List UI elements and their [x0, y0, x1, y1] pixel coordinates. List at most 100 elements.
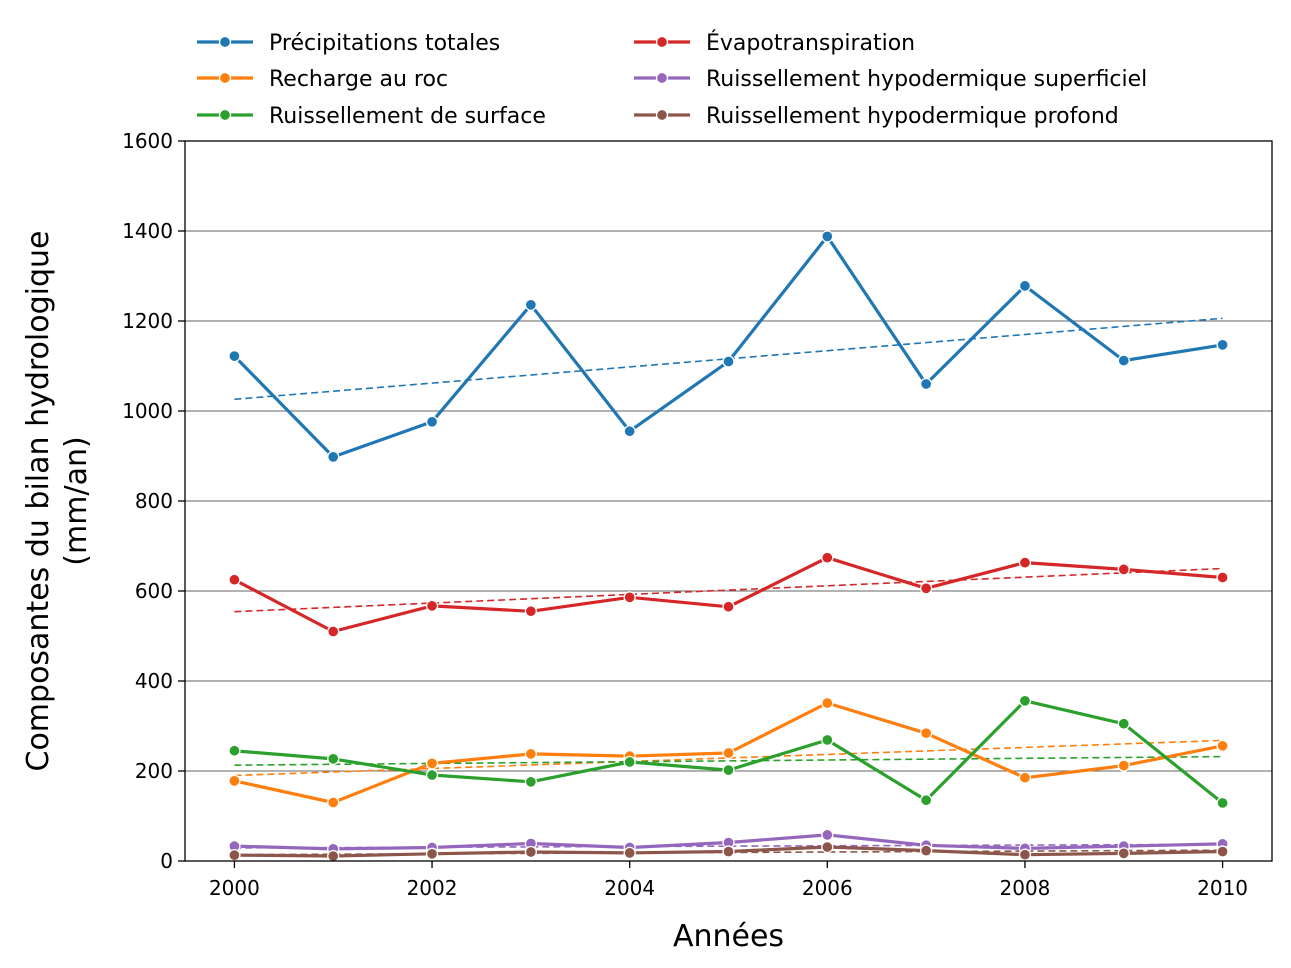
- data-point-ruissellement-hypodermique-profond-2000: [228, 849, 241, 862]
- data-point-evapotranspiration-2004: [623, 591, 636, 604]
- data-point-precipitations-totales-2009: [1117, 354, 1130, 367]
- data-point-recharge-au-roc-2001: [327, 796, 340, 809]
- data-point-ruissellement-hypodermique-profond-2003: [524, 845, 538, 859]
- legend-marker-ruissellement-de-surface: [218, 108, 232, 122]
- series-precipitations-totales: [228, 230, 1229, 464]
- data-point-ruissellement-de-surface-2000: [228, 744, 241, 757]
- data-point-ruissellement-hypodermique-profond-2008: [1018, 848, 1032, 861]
- data-point-precipitations-totales-2000: [228, 349, 241, 363]
- y-tick-label-1600: 1600: [122, 129, 173, 153]
- data-point-evapotranspiration-2006: [821, 551, 834, 564]
- legend-label-ruissellement-de-surface: Ruissellement de surface: [269, 104, 546, 129]
- series-ruissellement-hypodermique-profond: [228, 840, 1229, 863]
- data-point-recharge-au-roc-2006: [821, 696, 834, 710]
- x-tick-label-2002: 2002: [407, 876, 458, 900]
- series-line-evapotranspiration: [233, 556, 1223, 634]
- data-point-precipitations-totales-2006: [821, 230, 834, 243]
- data-point-evapotranspiration-2001: [327, 625, 340, 638]
- legend-marker-ruissellement-hypodermique-profond: [655, 108, 669, 122]
- data-point-ruissellement-hypodermique-profond-2004: [623, 846, 636, 860]
- legend-label-ruissellement-hypodermique-superficiel: Ruissellement hypodermique superficiel: [706, 67, 1147, 92]
- data-point-ruissellement-de-surface-2005: [722, 763, 735, 777]
- legend-item-ruissellement-de-surface: Ruissellement de surface: [197, 104, 546, 129]
- data-point-precipitations-totales-2005: [722, 355, 735, 368]
- data-point-evapotranspiration-2003: [524, 605, 538, 618]
- x-tick-label-2000: 2000: [209, 876, 260, 900]
- series-line-precipitations-totales: [233, 234, 1223, 459]
- data-point-recharge-au-roc-2009: [1117, 759, 1130, 772]
- data-point-recharge-au-roc-2003: [524, 747, 538, 761]
- x-tick-label-2010: 2010: [1197, 876, 1248, 900]
- y-tick-label-200: 200: [135, 759, 173, 783]
- data-point-ruissellement-de-surface-2004: [623, 755, 636, 769]
- x-tick-label-2006: 2006: [802, 876, 853, 900]
- data-point-recharge-au-roc-2005: [722, 746, 735, 760]
- y-axis-label: Composantes du bilan hydrologique (mm/an): [21, 231, 94, 772]
- y-tick-label-1200: 1200: [122, 309, 173, 333]
- y-axis-label-line-2: (mm/an): [59, 436, 94, 565]
- legend-item-recharge-au-roc: Recharge au roc: [197, 67, 448, 92]
- data-point-ruissellement-de-surface-2006: [821, 733, 834, 747]
- y-tick-label-0: 0: [160, 849, 173, 873]
- data-point-precipitations-totales-2004: [623, 425, 636, 438]
- data-point-recharge-au-roc-2010: [1216, 739, 1229, 752]
- legend-item-evapotranspiration: Évapotranspiration: [634, 30, 915, 56]
- y-axis-label-line-1: Composantes du bilan hydrologique: [21, 231, 56, 772]
- data-point-ruissellement-hypodermique-profond-2009: [1117, 847, 1130, 860]
- data-point-ruissellement-de-surface-2003: [524, 775, 538, 788]
- data-point-evapotranspiration-2009: [1117, 563, 1130, 576]
- legend-item-ruissellement-hypodermique-superficiel: Ruissellement hypodermique superficiel: [634, 67, 1147, 92]
- legend-label-recharge-au-roc: Recharge au roc: [269, 67, 448, 92]
- data-point-ruissellement-hypodermique-profond-2010: [1216, 845, 1229, 858]
- axis-ticks: 0 200 400 600 800 1000 1200 1400 1600 2000 2002 200…: [122, 129, 1248, 900]
- data-point-recharge-au-roc-2007: [919, 727, 933, 740]
- data-point-precipitations-totales-2002: [425, 415, 439, 428]
- data-point-evapotranspiration-2000: [228, 573, 241, 586]
- data-point-ruissellement-de-surface-2009: [1117, 717, 1130, 730]
- data-point-evapotranspiration-2005: [722, 600, 735, 613]
- x-tick-label-2004: 2004: [604, 876, 655, 900]
- y-tick-label-400: 400: [135, 669, 173, 693]
- legend-item-precipitations-totales: Précipitations totales: [197, 31, 500, 56]
- data-point-evapotranspiration-2008: [1018, 556, 1032, 569]
- data-point-ruissellement-hypodermique-profond-2006: [821, 840, 834, 854]
- series-recharge-au-roc: [228, 696, 1229, 809]
- data-point-evapotranspiration-2010: [1216, 571, 1229, 584]
- data-point-ruissellement-de-surface-2002: [425, 768, 439, 782]
- legend-label-precipitations-totales: Précipitations totales: [269, 31, 500, 56]
- legend-marker-ruissellement-hypodermique-superficiel: [655, 71, 669, 85]
- data-point-precipitations-totales-2008: [1018, 279, 1032, 293]
- legend-label-evapotranspiration: Évapotranspiration: [706, 30, 915, 56]
- legend: Précipitations totales Recharge au roc Rui…: [197, 30, 1147, 129]
- legend-marker-precipitations-totales: [218, 35, 232, 49]
- series-lines: [228, 230, 1229, 863]
- y-tick-label-1000: 1000: [122, 399, 173, 423]
- legend-marker-evapotranspiration: [655, 35, 669, 49]
- data-point-recharge-au-roc-2002: [425, 757, 439, 770]
- data-point-precipitations-totales-2010: [1216, 338, 1229, 352]
- data-point-ruissellement-hypodermique-profond-2005: [722, 845, 735, 858]
- data-point-ruissellement-de-surface-2010: [1216, 796, 1229, 810]
- data-point-precipitations-totales-2007: [919, 377, 933, 391]
- grid: [185, 230, 1272, 772]
- y-tick-label-1400: 1400: [122, 219, 173, 243]
- y-tick-label-800: 800: [135, 489, 173, 513]
- data-point-recharge-au-roc-2008: [1018, 771, 1032, 784]
- data-point-evapotranspiration-2007: [919, 582, 933, 595]
- legend-label-ruissellement-hypodermique-profond: Ruissellement hypodermique profond: [706, 104, 1119, 129]
- legend-marker-recharge-au-roc: [218, 71, 232, 85]
- legend-item-ruissellement-hypodermique-profond: Ruissellement hypodermique profond: [634, 104, 1119, 129]
- data-point-precipitations-totales-2003: [524, 298, 538, 311]
- data-point-recharge-au-roc-2000: [228, 774, 241, 788]
- series-evapotranspiration: [228, 551, 1229, 638]
- data-point-precipitations-totales-2001: [327, 450, 340, 464]
- x-axis-label: Années: [673, 919, 784, 954]
- x-tick-label-2008: 2008: [1000, 876, 1051, 900]
- data-point-ruissellement-de-surface-2001: [327, 752, 340, 765]
- data-point-ruissellement-de-surface-2008: [1018, 694, 1032, 707]
- data-point-ruissellement-de-surface-2007: [919, 794, 933, 807]
- data-point-ruissellement-hypodermique-profond-2001: [327, 849, 340, 863]
- data-point-ruissellement-hypodermique-profond-2007: [919, 844, 933, 857]
- data-point-evapotranspiration-2002: [425, 599, 439, 612]
